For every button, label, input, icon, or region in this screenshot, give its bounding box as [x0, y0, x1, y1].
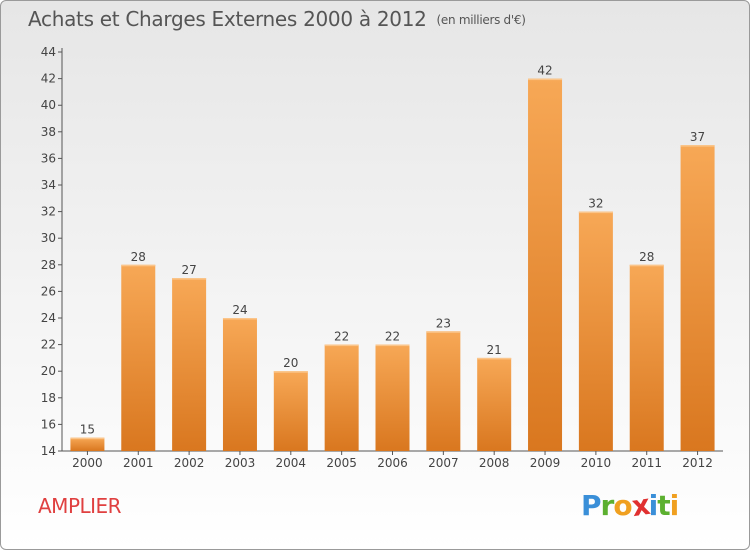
data-label-2009: 42	[537, 64, 552, 78]
proxiti-logo[interactable]: Proxiti	[581, 487, 680, 524]
y-tick-label: 38	[41, 125, 56, 139]
bar-highlight-2003	[222, 318, 257, 320]
bar-2000	[70, 437, 105, 451]
data-label-2005: 22	[334, 330, 349, 344]
data-label-2012: 37	[690, 130, 705, 144]
chart-title-text: Achats et Charges Externes 2000 à 2012	[28, 7, 427, 31]
y-tick-label: 36	[41, 151, 56, 165]
logo-letter: i	[648, 489, 659, 522]
labels-group: 2000 15 2001 28 2002 27 2003 24 2004 20 2005 22 2006…	[72, 64, 713, 470]
bar-2003	[222, 318, 257, 451]
bar-2002	[172, 278, 207, 451]
logo-letter: P	[581, 489, 602, 522]
x-tick-label: 2004	[276, 456, 307, 470]
data-label-2004: 20	[283, 356, 298, 370]
x-tick-label: 2002	[174, 456, 205, 470]
bar-highlight-2000	[70, 437, 105, 440]
axes: 14 16 18 20 22 24 26 28 30 32 34 36 38 40 42 44	[41, 45, 723, 458]
x-tick-label: 2000	[72, 456, 103, 470]
bar-2005	[324, 344, 359, 451]
bar-highlight-2007	[426, 331, 461, 333]
bar-highlight-2010	[578, 211, 613, 214]
y-tick-label: 16	[41, 417, 56, 431]
bar-highlight-2011	[629, 264, 664, 267]
bar-2008	[477, 357, 512, 451]
y-tick-label: 34	[41, 178, 56, 192]
y-tick-label: 14	[41, 444, 56, 458]
bar-2012	[680, 145, 715, 451]
y-tick-label: 44	[41, 45, 56, 59]
bar-2011	[629, 264, 664, 451]
data-label-2000: 15	[80, 423, 95, 437]
x-tick-label: 2010	[581, 456, 612, 470]
x-tick-label: 2011	[631, 456, 662, 470]
data-label-2002: 27	[181, 263, 196, 277]
x-tick-label: 2007	[428, 456, 459, 470]
y-tick-label: 24	[41, 311, 56, 325]
bar-highlight-2004	[273, 371, 308, 373]
y-tick-label: 26	[41, 284, 56, 298]
bar-2004	[273, 371, 308, 451]
logo-letter: r	[600, 489, 615, 522]
bar-highlight-2005	[324, 344, 359, 347]
chart-subtitle: (en milliers d'€)	[436, 13, 526, 27]
data-label-2001: 28	[131, 250, 146, 264]
y-tick-label: 30	[41, 231, 56, 245]
bar-highlight-2002	[172, 278, 207, 280]
data-label-2007: 23	[436, 316, 451, 330]
bar-highlight-2001	[121, 264, 156, 267]
data-label-2008: 21	[487, 343, 502, 357]
data-label-2003: 24	[232, 303, 247, 317]
y-tick-label: 42	[41, 72, 56, 86]
bar-2009	[528, 78, 563, 451]
commune-name: AMPLIER	[38, 494, 122, 518]
bar-2001	[121, 264, 156, 451]
y-tick-label: 22	[41, 338, 56, 352]
x-tick-label: 2006	[377, 456, 408, 470]
y-tick-label: 20	[41, 364, 56, 378]
logo-letter: i	[669, 489, 680, 522]
data-label-2011: 28	[639, 250, 654, 264]
x-tick-label: 2005	[326, 456, 357, 470]
x-tick-label: 2003	[225, 456, 256, 470]
x-tick-label: 2001	[123, 456, 154, 470]
bar-2006	[375, 344, 410, 451]
chart-title: Achats et Charges Externes 2000 à 2012 (e…	[28, 7, 526, 31]
y-tick-label: 18	[41, 391, 56, 405]
bar-highlight-2008	[477, 357, 512, 360]
y-tick-label: 32	[41, 205, 56, 219]
logo-letter: o	[613, 489, 632, 522]
bar-highlight-2012	[680, 145, 715, 147]
y-tick-label: 40	[41, 98, 56, 112]
logo-letter: t	[657, 489, 670, 522]
logo-letter: x	[629, 487, 651, 524]
bar-highlight-2009	[528, 78, 563, 81]
bar-highlight-2006	[375, 344, 410, 347]
bars-group	[70, 78, 715, 451]
x-tick-label: 2012	[682, 456, 713, 470]
data-label-2010: 32	[588, 197, 603, 211]
bar-2007	[426, 331, 461, 451]
x-tick-label: 2009	[530, 456, 561, 470]
data-label-2006: 22	[385, 330, 400, 344]
y-tick-label: 28	[41, 258, 56, 272]
x-tick-label: 2008	[479, 456, 510, 470]
bar-2010	[578, 211, 613, 451]
